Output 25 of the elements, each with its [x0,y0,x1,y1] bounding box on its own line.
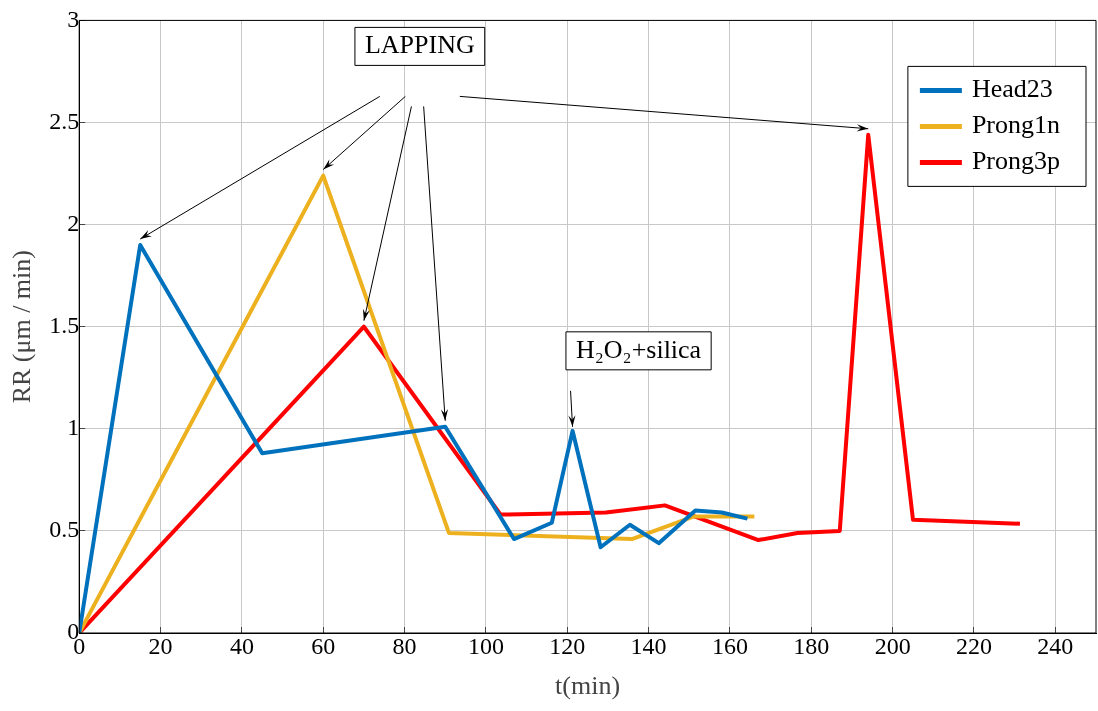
y-tick-label: 1.5 [49,312,80,338]
y-tick-label: 2 [67,209,80,236]
annotation: H₂O₂+silica [575,334,702,364]
y-tick-label: 1 [67,414,80,441]
x-tick-label: 180 [793,632,830,659]
x-tick-label: 200 [874,632,911,659]
x-tick-label: 120 [549,632,586,659]
y-tick-label: 3 [67,5,80,32]
x-tick-label: 60 [311,632,336,659]
x-tick-label: 80 [392,632,417,659]
x-tick-label: 240 [1037,632,1074,659]
y-axis-title: RR (μm / min) [7,250,37,404]
legend-label: Prong3p [971,146,1061,176]
x-tick-label: 160 [711,632,748,659]
x-tick-label: 40 [229,632,254,659]
y-tick-label: 0.5 [49,516,80,543]
x-tick-label: 100 [467,632,504,659]
x-tick-label: 20 [148,632,173,659]
annotation: LAPPING [364,30,475,60]
x-tick-label: 140 [630,632,667,659]
x-axis-title: t(min) [555,671,621,701]
legend-label: Head23 [971,74,1053,104]
legend-label: Prong1n [971,110,1061,140]
y-tick-label: 2.5 [49,107,80,134]
x-tick-label: 220 [955,632,992,659]
